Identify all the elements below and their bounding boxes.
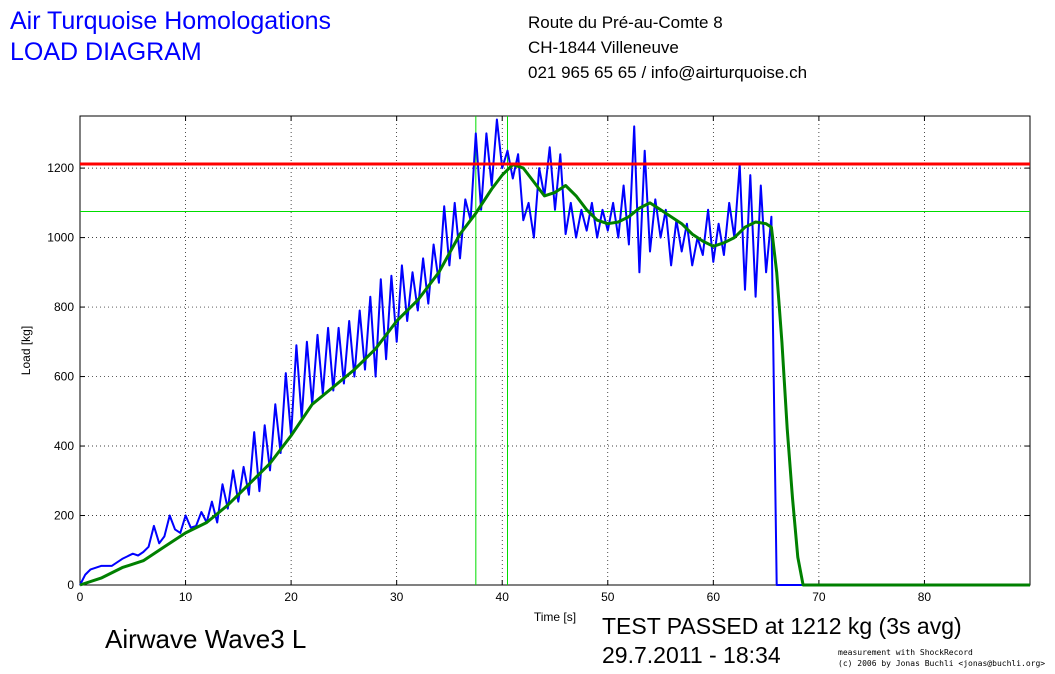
test-result: TEST PASSED at 1212 kg (3s avg) bbox=[602, 613, 962, 639]
x-tick-label: 20 bbox=[284, 590, 298, 604]
company-name: Air Turquoise Homologations bbox=[10, 7, 331, 35]
y-tick-label: 1200 bbox=[47, 161, 74, 175]
x-tick-label: 40 bbox=[496, 590, 510, 604]
y-tick-label: 1000 bbox=[47, 231, 74, 245]
credit-block: measurement with ShockRecord (c) 2006 by… bbox=[838, 647, 1045, 669]
y-tick-label: 200 bbox=[54, 509, 74, 523]
y-axis-title: Load [kg] bbox=[19, 326, 33, 375]
address-city: CH-1844 Villeneuve bbox=[528, 38, 679, 57]
test-datetime: 29.7.2011 - 18:34 bbox=[602, 642, 781, 668]
address-street: Route du Pré-au-Comte 8 bbox=[528, 13, 723, 32]
credit-line-2: (c) 2006 by Jonas Buchli <jonas@buchli.o… bbox=[838, 659, 1046, 668]
plot-frame bbox=[79, 115, 1031, 586]
x-tick-label: 50 bbox=[601, 590, 615, 604]
credit-line-1: measurement with ShockRecord bbox=[838, 648, 973, 657]
x-tick-label: 60 bbox=[707, 590, 721, 604]
y-tick-label: 600 bbox=[54, 370, 74, 384]
report-subtitle: LOAD DIAGRAM bbox=[10, 38, 202, 66]
y-tick-label: 0 bbox=[67, 578, 74, 592]
x-tick-label: 70 bbox=[812, 590, 826, 604]
x-tick-label: 80 bbox=[918, 590, 932, 604]
contact-info: 021 965 65 65 / info@airturquoise.ch bbox=[528, 63, 808, 82]
raw-load-series bbox=[79, 118, 1030, 586]
x-axis-title: Time [s] bbox=[534, 610, 576, 624]
avg-load-series bbox=[79, 163, 1030, 587]
address-block: Route du Pré-au-Comte 8 CH-1844 Villeneu… bbox=[528, 10, 807, 85]
glider-name: Airwave Wave3 L bbox=[105, 624, 307, 654]
test-verdict: TEST PASSED at 1212 kg (3s avg) 29.7.201… bbox=[602, 612, 962, 670]
y-tick-label: 800 bbox=[54, 300, 74, 314]
x-tick-label: 30 bbox=[390, 590, 404, 604]
x-tick-label: 0 bbox=[77, 590, 84, 604]
y-tick-label: 400 bbox=[54, 439, 74, 453]
x-tick-label: 10 bbox=[179, 590, 193, 604]
report-title-block: Air Turquoise Homologations LOAD DIAGRAM bbox=[10, 6, 331, 68]
